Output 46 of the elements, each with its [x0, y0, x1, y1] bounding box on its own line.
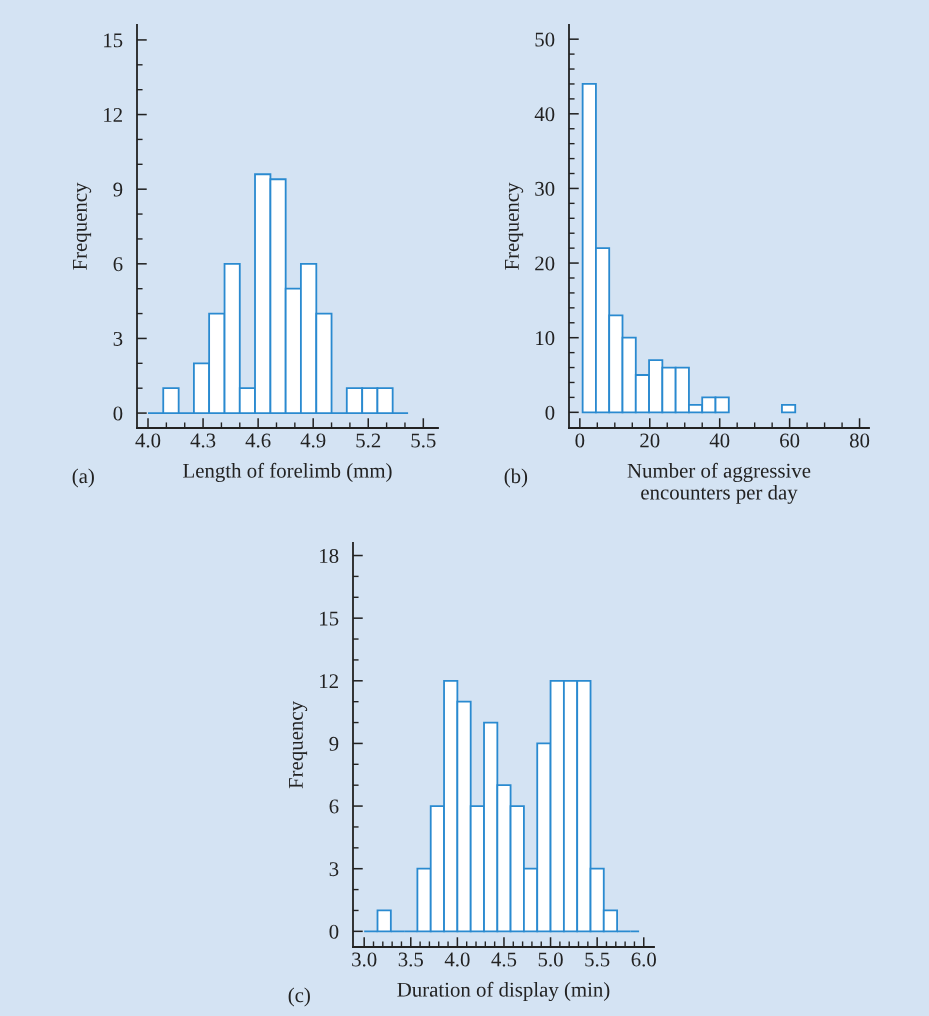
y-tick-label: 50: [535, 32, 555, 47]
y-tick-label: 15: [320, 611, 339, 626]
x-tick-label: 40: [709, 433, 730, 448]
y-tick-label: 20: [535, 256, 555, 271]
y-tick-label: 12: [104, 107, 122, 122]
text: (a): [72, 468, 94, 488]
x-tick-label: 20: [640, 433, 660, 448]
x-tick-label: 4.9: [300, 433, 326, 448]
y-tick-label: 9: [113, 182, 123, 197]
y-tick-label: 3: [329, 862, 339, 877]
y-tick-label: 30: [535, 181, 555, 196]
x-tick-label: 5.5: [411, 433, 436, 448]
y-tick-label: 6: [113, 257, 123, 272]
x-tick-label: 4.5: [491, 952, 517, 967]
y-tick-label: 0: [113, 406, 123, 421]
text: (c): [288, 987, 310, 1007]
text: (b): [504, 468, 528, 488]
x-tick-label: 5.2: [356, 433, 381, 448]
x-tick-label: 5.5: [585, 952, 610, 967]
y-tick-label: 0: [329, 924, 339, 939]
y-tick-label: 15: [104, 33, 123, 48]
y-tick-label: 9: [329, 736, 339, 751]
y-tick-label: 3: [113, 331, 123, 346]
x-axis-title: Number of aggressive encounters per day: [627, 462, 811, 504]
y-tick-label: 40: [534, 107, 555, 122]
x-tick-label: 3.0: [352, 952, 377, 967]
y-axis-title: Frequency: [73, 182, 92, 270]
x-tick-label: 80: [849, 433, 870, 448]
x-tick-label: 4.3: [190, 433, 216, 448]
y-axis-title: Frequency: [289, 701, 308, 789]
x-tick-label: 4.0: [444, 952, 470, 967]
y-tick-label: 18: [320, 548, 339, 563]
x-tick-label: 3.5: [398, 952, 423, 967]
y-tick-label: 6: [329, 799, 339, 814]
x-tick-label: 5.0: [538, 952, 563, 967]
x-tick-label: 60: [780, 433, 800, 448]
x-tick-label: 6.0: [631, 952, 656, 967]
x-tick-label: 4.0: [135, 433, 161, 448]
x-axis-title: Duration of display (min): [397, 981, 610, 1002]
y-tick-label: 12: [320, 674, 338, 689]
x-axis-title: Length of forelimb (mm): [183, 462, 392, 483]
x-tick-label: 0: [575, 433, 585, 448]
y-tick-label: 0: [545, 405, 555, 420]
y-axis-title: Frequency: [505, 182, 524, 270]
x-tick-label: 4.6: [245, 433, 271, 448]
y-tick-label: 10: [536, 331, 555, 346]
